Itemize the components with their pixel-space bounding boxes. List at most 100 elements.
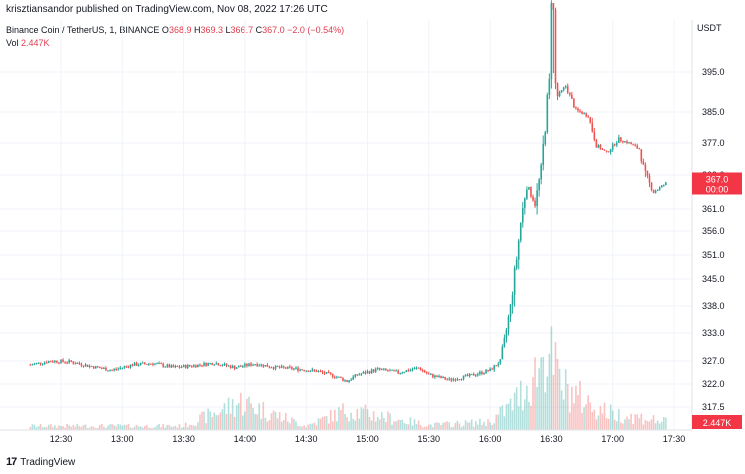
time-axis[interactable]: 12:30 13:00 13:30 14:00 14:30 15:00 15:30 16:00… <box>50 434 686 444</box>
volume-bar <box>280 421 283 430</box>
volume-bar <box>536 386 538 430</box>
candle-body <box>199 364 201 366</box>
candle-body <box>395 370 397 372</box>
candle-body <box>446 379 448 381</box>
candle-body <box>468 373 471 376</box>
volume-bar <box>571 386 573 430</box>
volume-bar <box>113 425 115 430</box>
volume-bar <box>150 428 152 430</box>
candle-body <box>503 337 506 347</box>
volume-bar <box>143 425 146 430</box>
volume-bar <box>94 428 97 430</box>
volume-bar <box>497 414 500 430</box>
volume-bar <box>409 417 412 430</box>
candle-body <box>458 379 461 381</box>
candle-body <box>493 365 495 370</box>
volume-bar <box>542 357 545 430</box>
candle-body <box>413 368 416 370</box>
volume-bar <box>430 424 432 430</box>
volume-bar <box>115 426 117 430</box>
candle-body <box>295 367 297 369</box>
volume-bar <box>303 425 305 430</box>
candle-body <box>164 366 167 368</box>
candle-body <box>233 365 236 369</box>
candle-body <box>68 360 70 363</box>
candle-body <box>603 149 606 151</box>
volume-bar <box>507 403 510 430</box>
candle-body <box>665 182 667 186</box>
volume-bar <box>607 418 610 430</box>
candle-body <box>33 363 36 365</box>
volume-bar <box>646 421 649 430</box>
candle-body <box>262 364 265 367</box>
candle-body <box>64 361 66 363</box>
candle-body <box>143 362 146 364</box>
candle-body <box>393 369 395 371</box>
candle-body <box>450 378 453 381</box>
candle-body <box>652 189 655 193</box>
candle-body <box>620 137 622 141</box>
volume-bar <box>338 407 340 430</box>
volume-bar <box>344 414 346 430</box>
candle-body <box>656 189 659 191</box>
volume-bar <box>68 425 70 430</box>
volume-bar <box>199 414 201 430</box>
candle-body <box>348 380 350 383</box>
candle-body <box>287 366 289 369</box>
candle-body <box>327 372 330 374</box>
candle-body <box>117 368 120 370</box>
symbol-name[interactable]: Binance Coin / TetherUS, 1, BINANCE <box>6 25 160 35</box>
volume-bar <box>660 421 663 430</box>
candle-body <box>474 375 477 377</box>
candle-body <box>491 368 493 370</box>
volume-bar <box>640 413 643 430</box>
candle-body <box>583 113 585 115</box>
volume-legend: Vol 2.447K <box>6 38 50 48</box>
volume-bar <box>162 423 164 430</box>
volume-bar <box>158 423 160 430</box>
candle-body <box>235 367 238 369</box>
candle-body <box>297 367 299 371</box>
candle-body <box>448 378 451 380</box>
volume-bar <box>317 418 320 430</box>
candle-body <box>660 185 663 188</box>
candle-body <box>252 364 254 366</box>
candle-body <box>411 369 414 371</box>
volume-bar <box>560 390 563 430</box>
candle-body <box>483 373 485 375</box>
volume-bar <box>611 410 614 430</box>
volume-bar <box>340 410 342 430</box>
candle-body <box>642 161 645 165</box>
time-tick-label: 16:30 <box>540 434 563 444</box>
candle-body <box>342 377 344 381</box>
candle-body <box>299 369 301 371</box>
candle-body <box>103 367 105 369</box>
volume-bar <box>260 418 263 430</box>
candle-body <box>542 143 545 166</box>
candle-body <box>193 365 195 367</box>
volume-bar <box>460 426 463 430</box>
candle-body <box>270 367 273 369</box>
candle-body <box>311 369 314 372</box>
volume-bar <box>466 422 469 430</box>
candle-body <box>158 363 160 365</box>
price-axis[interactable]: 395.0385.0377.0369.0361.0356.0351.0345.0… <box>702 67 725 412</box>
volume-bar <box>615 421 618 430</box>
volume-bar <box>284 413 287 430</box>
volume-bar <box>411 425 414 430</box>
volume-bar <box>505 404 508 430</box>
volume-bar <box>440 425 442 430</box>
candle-body <box>454 379 457 381</box>
candle-body <box>278 366 281 368</box>
volume-bar <box>521 410 524 430</box>
volume-bar <box>376 417 379 430</box>
candle-body <box>109 370 111 372</box>
time-tick-label: 16:00 <box>479 434 502 444</box>
candle-body <box>45 362 48 364</box>
candle-body <box>374 368 377 372</box>
volume-bar <box>348 421 350 430</box>
volume-bar <box>403 423 406 430</box>
volume-bar <box>176 427 179 430</box>
volume-bar <box>620 422 622 430</box>
